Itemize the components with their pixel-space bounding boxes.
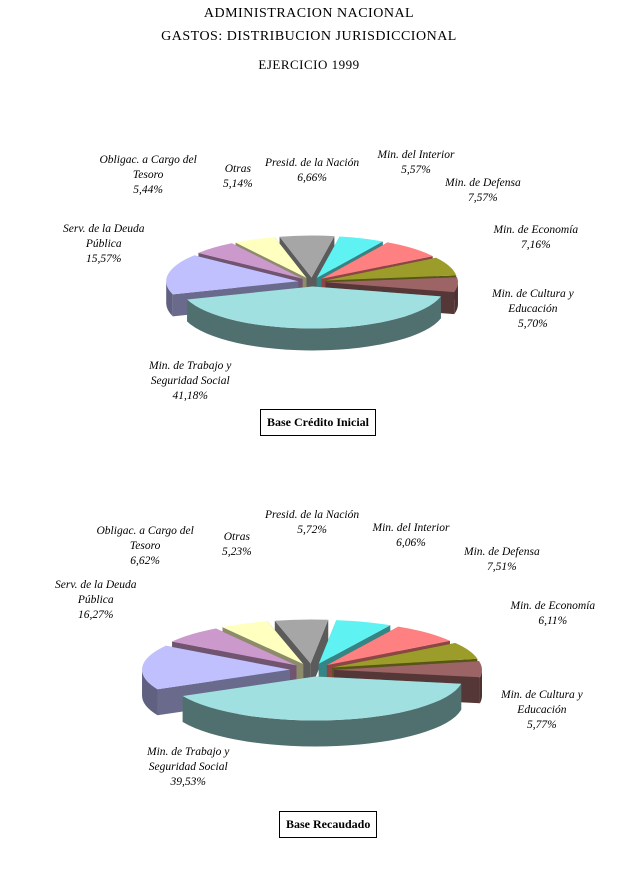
slice-defensa: [326, 626, 450, 666]
slice-wall-trabajo: [182, 683, 462, 747]
slice-label-line: Serv. de la Deuda: [63, 223, 145, 235]
slice-cultura: [333, 661, 482, 678]
pie-chart-2: [142, 619, 482, 747]
slice-value: 5,70%: [518, 318, 548, 330]
slice-label-line: Min. de Trabajo y: [149, 360, 232, 372]
slice-label-obligac: Obligac. a Cargo del Tesoro 5,44%: [100, 153, 197, 198]
slice-label-trabajo: Min. de Trabajo y Seguridad Social 41,18%: [149, 359, 231, 404]
slice-economia: [325, 257, 457, 281]
slice-label-line: Obligac. a Cargo del: [99, 154, 197, 166]
slice-presid: [274, 619, 329, 664]
slice-label-line: Min. de Defensa: [464, 546, 540, 558]
slice-label-line: Otras: [223, 531, 250, 543]
slice-label-otras: Otras 5,23%: [222, 530, 252, 560]
slice-label-defensa: Min. de Defensa 7,51%: [464, 545, 540, 575]
slice-label-deuda: Serv. de la Deuda Pública 16,27%: [55, 578, 137, 623]
slice-label-line: Educación: [517, 704, 567, 716]
slice-label-line: Min. del Interior: [372, 522, 450, 534]
slice-label-trabajo: Min. de Trabajo y Seguridad Social 39,53%: [147, 745, 229, 790]
slice-value: 15,57%: [86, 253, 122, 265]
slice-label-deuda: Serv. de la Deuda Pública 15,57%: [63, 222, 145, 267]
pie-chart-1: [166, 235, 458, 351]
slice-value: 6,62%: [130, 555, 161, 567]
slice-economia: [332, 643, 478, 668]
slice-deuda: [142, 645, 291, 690]
slice-label-line: Educación: [508, 303, 558, 315]
slice-trabajo: [187, 286, 441, 329]
slice-label-line: Pública: [85, 238, 122, 250]
slice-label-line: Min. del Interior: [377, 149, 455, 161]
header-line-1: ADMINISTRACION NACIONAL: [203, 6, 415, 21]
slice-label-line: Min. de Defensa: [445, 177, 521, 189]
slice-label-interior: Min. del Interior 6,06%: [373, 521, 450, 551]
slice-wall-cultura: [454, 282, 458, 315]
slice-label-line: Tesoro: [129, 540, 161, 552]
slice-defensa: [321, 242, 433, 279]
slice-side-presid: [310, 619, 329, 690]
slice-interior: [318, 620, 391, 664]
chart-2-base-box: Base Recaudado: [279, 811, 378, 838]
slice-label-line: Obligac. a Cargo del: [96, 525, 194, 537]
slice-label-obligac: Obligac. a Cargo del Tesoro 6,62%: [97, 524, 194, 569]
slice-label-line: Pública: [77, 594, 114, 606]
slice-value: 5,72%: [297, 524, 327, 536]
slice-label-defensa: Min. de Defensa 7,57%: [445, 176, 521, 206]
slice-value: 7,16%: [520, 239, 551, 251]
slice-label-line: Seguridad Social: [150, 375, 230, 387]
slice-label-line: Otras: [224, 163, 251, 175]
slice-label-line: Min. de Trabajo y: [147, 746, 230, 758]
slice-interior: [316, 236, 383, 278]
slice-wall-deuda: [166, 281, 173, 317]
slice-value: 5,23%: [222, 546, 252, 558]
slice-label-line: Presid. de la Nación: [265, 509, 360, 521]
slice-label-line: Tesoro: [132, 169, 164, 181]
slice-value: 16,27%: [78, 609, 114, 621]
slice-value: 5,57%: [401, 164, 431, 176]
slice-value: 7,51%: [486, 561, 517, 573]
slice-wall-cultura: [479, 669, 482, 704]
slice-label-line: Min. de Economía: [493, 224, 579, 236]
slice-value: 6,11%: [538, 615, 568, 627]
slice-label-economia: Min. de Economía 6,11%: [511, 599, 596, 629]
slice-obligac: [198, 243, 303, 279]
slice-presid: [279, 235, 335, 278]
slice-trabajo: [182, 676, 462, 721]
slice-cultura: [325, 277, 458, 293]
slice-otras: [222, 621, 304, 665]
slice-obligac: [172, 628, 297, 666]
slice-wall-deuda: [142, 669, 158, 716]
slice-label-line: Serv. de la Deuda: [55, 579, 137, 591]
slice-wall-trabajo: [187, 296, 441, 351]
slice-deuda: [166, 255, 299, 295]
slice-otras: [235, 237, 307, 278]
slice-label-interior: Min. del Interior 5,57%: [378, 148, 455, 178]
slice-label-line: Min. de Cultura y: [492, 288, 574, 300]
chart-1-base-box: Base Crédito Inicial: [260, 409, 376, 436]
header-line-3: EJERCICIO 1999: [258, 57, 360, 72]
slice-value: 7,57%: [467, 192, 498, 204]
slice-label-presid: Presid. de la Nación 5,72%: [265, 508, 359, 538]
slice-value: 5,77%: [527, 719, 557, 731]
slice-value: 6,66%: [297, 172, 327, 184]
slice-value: 5,14%: [223, 178, 253, 190]
slice-label-economia: Min. de Economía 7,16%: [494, 223, 579, 253]
slice-value: 39,53%: [170, 776, 206, 788]
slice-label-line: Min. de Cultura y: [501, 689, 583, 701]
slice-label-cultura: Min. de Cultura y Educación 5,70%: [492, 287, 574, 332]
slice-value: 41,18%: [172, 390, 208, 402]
slice-value: 6,06%: [396, 537, 426, 549]
slice-label-cultura: Min. de Cultura y Educación 5,77%: [501, 688, 583, 733]
slice-label-presid: Presid. de la Nación 6,66%: [265, 156, 359, 186]
header-line-2: GASTOS: DISTRIBUCION JURISDICCIONAL: [161, 29, 457, 44]
slice-value: 5,44%: [133, 184, 164, 196]
slice-label-line: Presid. de la Nación: [265, 157, 360, 169]
slice-label-otras: Otras 5,14%: [223, 162, 253, 192]
slice-label-line: Min. de Economía: [510, 600, 596, 612]
slice-label-line: Seguridad Social: [148, 761, 228, 773]
